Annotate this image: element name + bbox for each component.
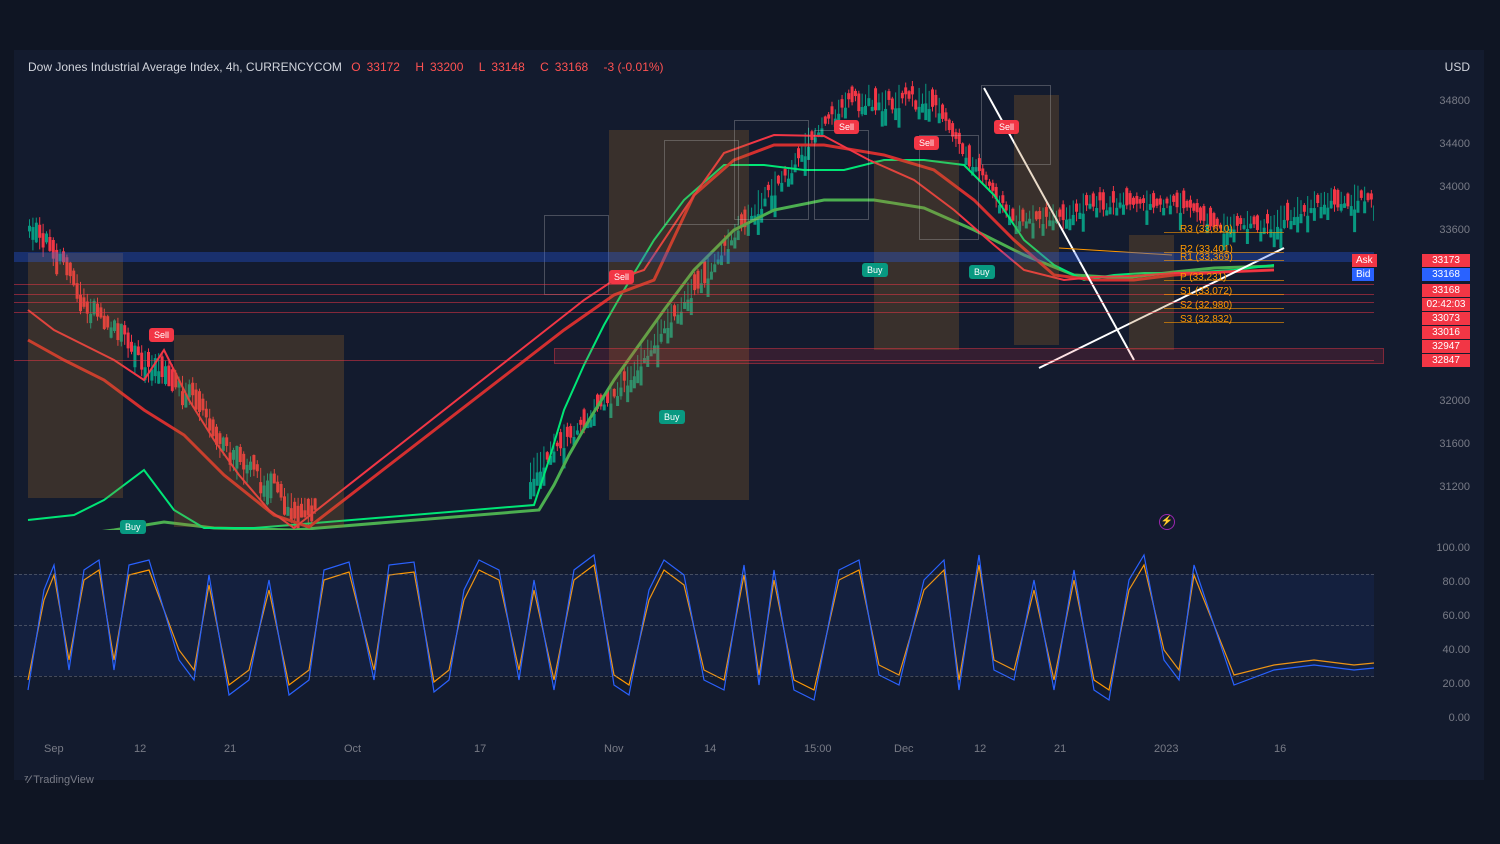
time-tick: 21 <box>1054 743 1066 755</box>
time-tick: Dec <box>894 743 914 755</box>
price-tick: 31600 <box>1439 438 1470 450</box>
bid-label: Bid <box>1352 268 1374 281</box>
price-tag: 02:42:03 <box>1422 298 1470 311</box>
oscillator-level <box>14 574 1374 575</box>
buy-signal: Buy <box>659 410 685 424</box>
time-tick: Oct <box>344 743 361 755</box>
buy-signal: Buy <box>969 265 995 279</box>
buy-signal: Buy <box>862 263 888 277</box>
oscillator-tick: 40.00 <box>1442 644 1470 656</box>
time-tick: 15:00 <box>804 743 832 755</box>
price-tag: 32947 <box>1422 340 1470 353</box>
price-tag: 33168 <box>1422 268 1470 281</box>
currency-label: USD <box>1445 60 1470 74</box>
pivot-label: P (33,231) <box>1180 272 1227 283</box>
time-tick: 16 <box>1274 743 1286 755</box>
pivot-label: R1 (33,369) <box>1180 252 1233 263</box>
range-box <box>734 120 809 220</box>
time-tick: 12 <box>974 743 986 755</box>
price-tag: 33073 <box>1422 312 1470 325</box>
price-tick: 34800 <box>1439 95 1470 107</box>
time-tick: 17 <box>474 743 486 755</box>
time-tick: 12 <box>134 743 146 755</box>
ask-label: Ask <box>1352 254 1377 267</box>
oscillator-tick: 100.00 <box>1436 542 1470 554</box>
sell-signal: Sell <box>834 120 859 134</box>
time-tick: Nov <box>604 743 624 755</box>
pivot-label: S3 (32,832) <box>1180 314 1232 325</box>
pivot-label: S1 (33,072) <box>1180 286 1232 297</box>
lightning-icon[interactable]: ⚡ <box>1159 514 1175 530</box>
price-tag: 32847 <box>1422 354 1470 367</box>
price-tag: 33016 <box>1422 326 1470 339</box>
sell-signal: Sell <box>914 136 939 150</box>
buy-signal: Buy <box>120 520 146 534</box>
range-box <box>919 135 979 240</box>
pivot-label: R3 (33,610) <box>1180 224 1233 235</box>
time-tick: 2023 <box>1154 743 1178 755</box>
oscillator-tick: 60.00 <box>1442 610 1470 622</box>
ohlc-l: L33148 <box>479 60 531 74</box>
ohlc-c: C33168 <box>540 60 594 74</box>
support-zone[interactable] <box>554 348 1384 364</box>
chart-header: Dow Jones Industrial Average Index, 4h, … <box>28 60 670 74</box>
instrument-title: Dow Jones Industrial Average Index, 4h, … <box>28 60 342 74</box>
horizontal-line[interactable] <box>14 312 1374 313</box>
time-tick: Sep <box>44 743 64 755</box>
time-axis[interactable]: Sep 12 21 Oct 17 Nov 14 15:00 Dec 12 21 2023 16 <box>14 735 1374 755</box>
oscillator-level <box>14 625 1374 626</box>
volume-box <box>174 335 344 527</box>
range-box <box>664 140 739 225</box>
horizontal-line[interactable] <box>14 284 1374 285</box>
horizontal-line[interactable] <box>14 360 1374 361</box>
price-tag: 33173 <box>1422 254 1470 267</box>
sell-signal: Sell <box>994 120 1019 134</box>
ohlc-change: -3 (-0.01%) <box>604 60 664 74</box>
oscillator-tick: 0.00 <box>1449 712 1470 724</box>
price-tick: 31200 <box>1439 481 1470 493</box>
range-box <box>814 130 869 220</box>
sell-signal: Sell <box>609 270 634 284</box>
tradingview-logo: ⁷⁄ TradingView <box>24 774 94 786</box>
oscillator-axis[interactable]: 100.00 80.00 60.00 40.00 20.00 0.00 <box>1400 540 1470 730</box>
sell-signal: Sell <box>149 328 174 342</box>
time-tick: 14 <box>704 743 716 755</box>
ohlc-h: H33200 <box>415 60 469 74</box>
price-tag: 33168 <box>1422 284 1470 297</box>
oscillator-tick: 80.00 <box>1442 576 1470 588</box>
volume-box <box>28 253 123 498</box>
time-tick: 21 <box>224 743 236 755</box>
price-tick: 34400 <box>1439 138 1470 150</box>
oscillator-tick: 20.00 <box>1442 678 1470 690</box>
price-tick: 33600 <box>1439 224 1470 236</box>
ohlc-o: O33172 <box>351 60 406 74</box>
price-tick: 34000 <box>1439 181 1470 193</box>
oscillator-level <box>14 676 1374 677</box>
horizontal-line[interactable] <box>14 302 1374 303</box>
pivot-label: S2 (32,980) <box>1180 300 1232 311</box>
price-tick: 32000 <box>1439 395 1470 407</box>
